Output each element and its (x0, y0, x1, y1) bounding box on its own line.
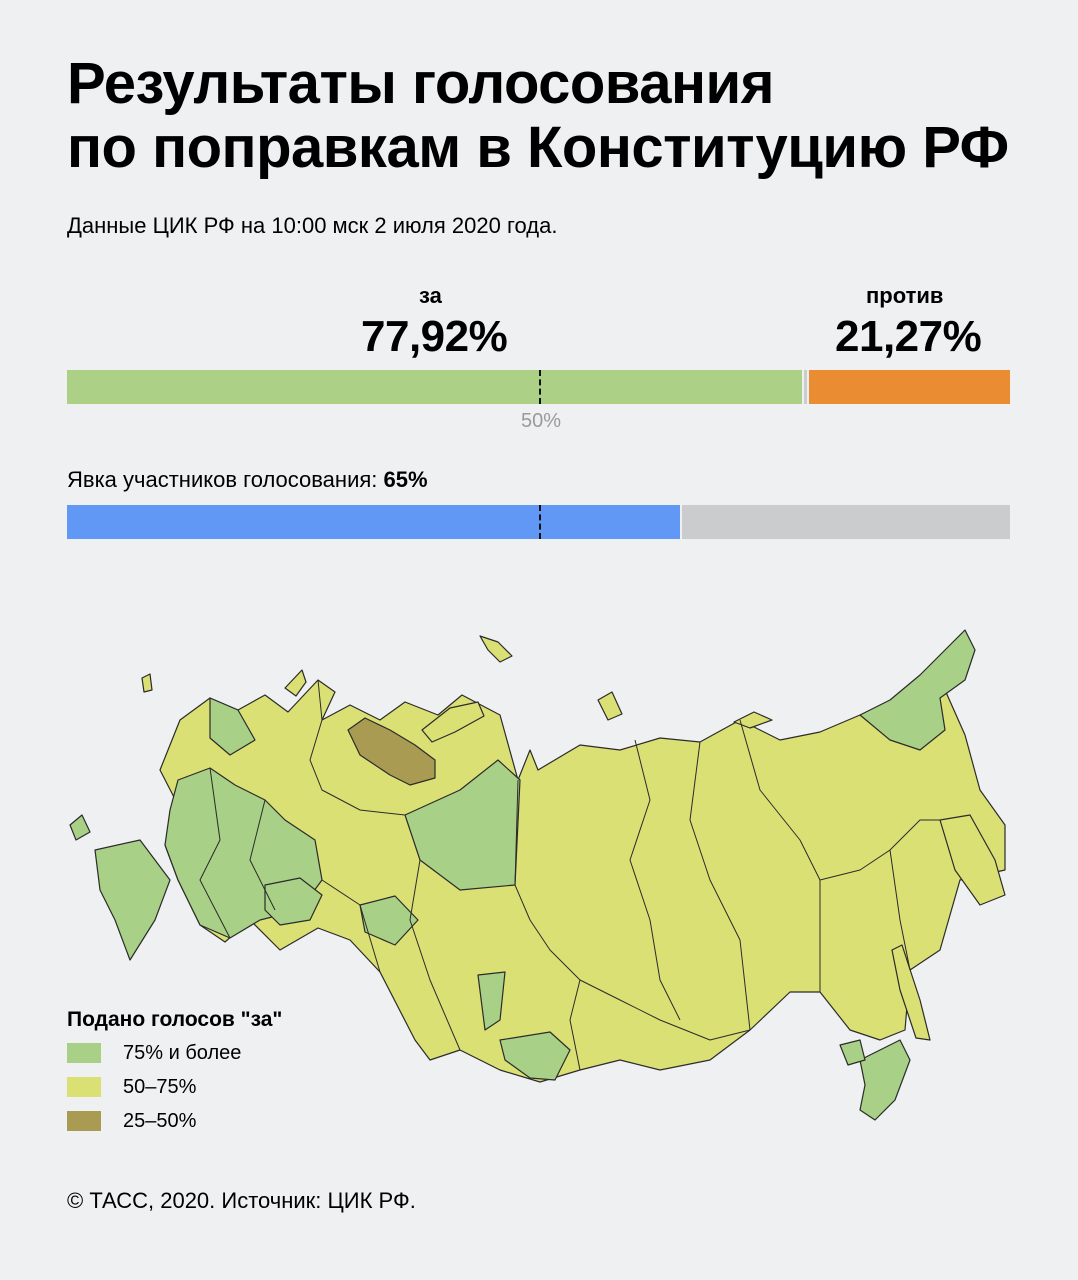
map-region-high-primorye (859, 1039, 911, 1121)
map-region-sakhalin (891, 944, 931, 1041)
map-border-10 (199, 767, 231, 939)
page-title: Результаты голосования по поправкам в Ко… (67, 52, 1027, 180)
legend-label-low: 25–50% (123, 1109, 197, 1132)
legend-item-high: 75% и более (67, 1042, 241, 1064)
map-border-3 (629, 739, 681, 1021)
map-region-high-caucasus (94, 839, 171, 961)
turnout-bar-rest (682, 505, 1010, 539)
map-region-high-tyumen-south (359, 895, 419, 946)
map-border-12 (514, 779, 519, 886)
invalid-bar-segment (804, 370, 807, 404)
map-region-high-crimea (69, 814, 91, 841)
map-region-high-yamal (404, 759, 521, 891)
turnout-bar (67, 505, 1010, 539)
map-region-high-volga (264, 877, 323, 926)
map-region-kamchatka (939, 814, 1006, 906)
map-island-wrangel (141, 673, 153, 693)
legend-item-low: 25–50% (67, 1110, 196, 1132)
title-line-2: по поправкам в Конституцию РФ (67, 115, 1009, 180)
map-border-8 (569, 979, 581, 1071)
legend-item-mid: 50–75% (67, 1076, 196, 1098)
midpoint-label: 50% (521, 410, 562, 432)
map-island-novosibirsk (733, 711, 773, 729)
footer-source: © ТАСС, 2020. Источник: ЦИК РФ. (67, 1188, 416, 1213)
map-region-high-jewish (839, 1039, 866, 1066)
map-region-high-tuva (499, 1031, 571, 1081)
russia-regions-map (69, 629, 1006, 1121)
map-border-6 (409, 859, 461, 1051)
for-bar-segment (67, 370, 802, 404)
turnout-label: Явка участников голосования: 65% (67, 467, 428, 493)
map-island-kolguev (284, 669, 307, 697)
map-region-low-nenets (347, 717, 436, 786)
map-border-4 (739, 719, 821, 992)
map-region-mid-main (159, 679, 1006, 1083)
legend-label-high: 75% и более (123, 1041, 242, 1064)
turnout-bar-fill (67, 505, 680, 539)
map-region-high-altai (477, 971, 506, 1031)
map-border-7 (321, 879, 381, 973)
legend-title: Подано голосов "за" (67, 1008, 283, 1031)
results-bar (67, 370, 1010, 404)
map-border-1 (309, 679, 406, 816)
for-value: 77,92% (361, 312, 508, 361)
map-border-9 (889, 849, 911, 971)
map-border-11 (249, 799, 276, 911)
legend-swatch-mid (67, 1077, 101, 1097)
against-label: против (866, 283, 944, 308)
legend-swatch-high (67, 1043, 101, 1063)
legend-label-mid: 50–75% (123, 1075, 197, 1098)
subtitle: Данные ЦИК РФ на 10:00 мск 2 июля 2020 г… (67, 213, 558, 238)
turnout-midpoint-line (539, 505, 541, 539)
against-value: 21,27% (835, 312, 982, 361)
map-region-high-karelia (209, 697, 256, 756)
map-island-severnaya-zemlya (597, 691, 623, 721)
midpoint-line (539, 370, 541, 404)
map-region-high-chukotka (859, 629, 976, 751)
map-border-2 (514, 884, 751, 1041)
map-island-franz-josef (479, 635, 513, 663)
for-label: за (419, 283, 442, 308)
title-line-1: Результаты голосования (67, 51, 774, 116)
legend-swatch-low (67, 1111, 101, 1131)
map-island-novaya-zemlya (421, 701, 485, 743)
turnout-text: Явка участников голосования: (67, 467, 378, 492)
against-bar-segment (809, 370, 1010, 404)
turnout-value: 65% (383, 467, 428, 492)
map-border-13 (689, 741, 751, 1031)
